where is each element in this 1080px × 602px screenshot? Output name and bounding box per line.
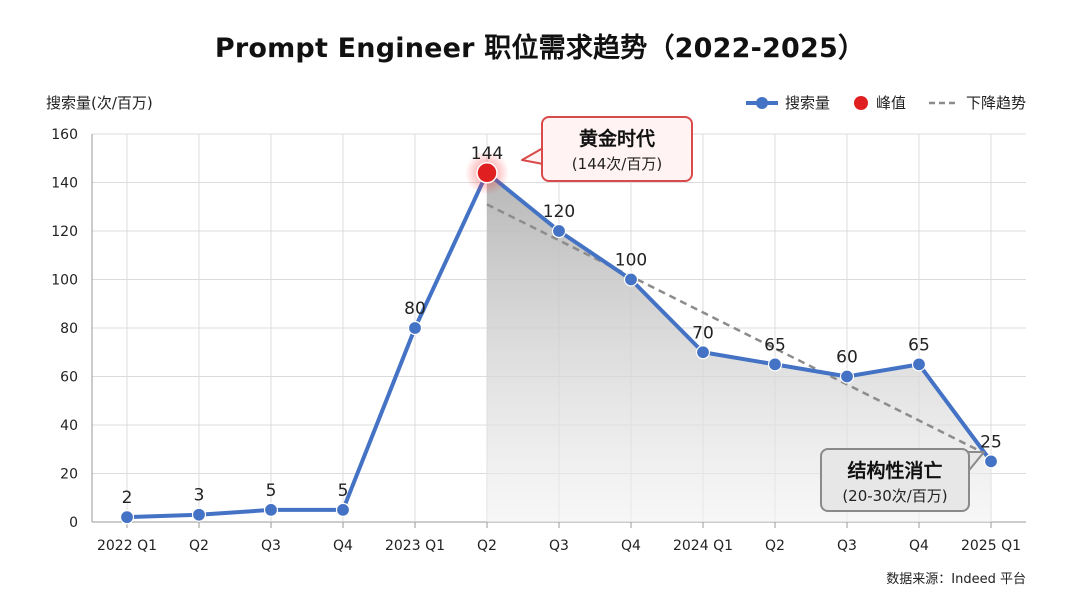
- data-label: 144: [471, 144, 503, 164]
- data-label: 65: [764, 335, 786, 355]
- x-tick-label: Q2: [477, 538, 497, 554]
- x-tick-label: 2024 Q1: [673, 538, 733, 554]
- data-label: 60: [836, 348, 858, 368]
- chart-title: Prompt Engineer 职位需求趋势（2022-2025）: [214, 33, 866, 64]
- y-tick-label: 60: [60, 370, 78, 386]
- trend-dashed-line: [486, 203, 992, 458]
- y-tick-label: 20: [60, 467, 78, 483]
- decline-shaded-area: [487, 172, 991, 523]
- peak-point: [476, 162, 498, 184]
- legend-item-trend: 下降趋势: [928, 92, 1026, 113]
- x-axis-ticks: 2022 Q1 Q2 Q3 Q4 2023 Q1 Q2 Q3 Q4 2024 Q1 Q2 Q3 Q4 2…: [97, 538, 1021, 554]
- decline-callout: 结构性消亡 (20-30次/百万): [820, 448, 970, 512]
- x-tick-label: 2025 Q1: [961, 538, 1021, 554]
- y-tick-label: 80: [60, 321, 78, 337]
- x-tick-label: 2023 Q1: [385, 538, 445, 554]
- data-point: [191, 507, 207, 522]
- legend-series-line-icon: [745, 96, 778, 109]
- peak-callout: 黄金时代 (144次/百万): [541, 116, 693, 182]
- trend-line: [486, 203, 992, 458]
- data-label: 3: [194, 486, 205, 506]
- legend-item-peak: 峰值: [852, 92, 906, 113]
- legend-series-label: 搜索量: [784, 94, 830, 112]
- data-point: [695, 345, 711, 360]
- y-tick-label: 0: [69, 515, 78, 531]
- data-label: 70: [692, 323, 714, 343]
- data-point: [839, 369, 855, 384]
- x-tick-label: Q2: [765, 538, 785, 554]
- data-points: [119, 150, 999, 525]
- x-tick-label: Q3: [837, 538, 857, 554]
- data-point: [767, 357, 783, 372]
- data-point: [407, 320, 423, 336]
- peak-callout-tail: [521, 147, 544, 165]
- data-labels: 2 3 5 5 80 144 120 100 70 65 60 65 25: [122, 144, 1002, 508]
- legend-peak-dot-icon: [853, 95, 868, 110]
- legend-trend-dash-icon: [928, 101, 959, 104]
- x-tick-label: 2022 Q1: [97, 538, 157, 554]
- y-tick-label: 40: [60, 418, 78, 434]
- y-tick-label: 140: [51, 176, 78, 192]
- x-tick-label: Q4: [333, 538, 353, 554]
- data-label: 100: [615, 251, 647, 271]
- y-tick-label: 100: [51, 273, 78, 289]
- peak-callout-subtitle: (144次/百万): [571, 155, 663, 173]
- data-point: [263, 502, 279, 517]
- data-label: 2: [122, 488, 133, 508]
- legend-peak-label: 峰值: [875, 94, 906, 112]
- data-point: [119, 510, 135, 525]
- y-tick-label: 120: [51, 224, 78, 240]
- data-point: [983, 454, 999, 469]
- data-label: 5: [266, 481, 277, 501]
- x-tick-label: Q3: [549, 538, 569, 554]
- x-tick-label: Q4: [621, 538, 641, 554]
- data-label: 65: [908, 335, 930, 355]
- data-point: [623, 272, 639, 287]
- legend-item-series: 搜索量: [745, 92, 830, 113]
- data-label: 5: [338, 481, 349, 501]
- legend: 搜索量 峰值 下降趋势: [745, 92, 1026, 113]
- y-axis-label: 搜索量(次/百万): [46, 94, 153, 112]
- x-tick-label: Q4: [909, 538, 929, 554]
- data-source-note: 数据来源：Indeed 平台: [886, 572, 1026, 587]
- x-tick-label: Q2: [189, 538, 209, 554]
- y-axis-ticks: 0 20 40 60 80 100 120 140 160: [51, 127, 78, 531]
- decline-callout-title: 结构性消亡: [847, 460, 943, 482]
- data-point: [551, 223, 567, 239]
- decline-area: [487, 172, 991, 523]
- data-label: 25: [980, 432, 1002, 452]
- data-point: [911, 357, 927, 372]
- decline-callout-subtitle: (20-30次/百万): [842, 487, 948, 505]
- x-tick-label: Q3: [261, 538, 281, 554]
- y-tick-label: 160: [51, 127, 78, 143]
- data-label: 80: [404, 299, 426, 319]
- data-label: 120: [543, 202, 575, 222]
- legend-trend-label: 下降趋势: [965, 94, 1026, 112]
- data-point: [335, 502, 351, 517]
- peak-callout-title: 黄金时代: [578, 128, 655, 150]
